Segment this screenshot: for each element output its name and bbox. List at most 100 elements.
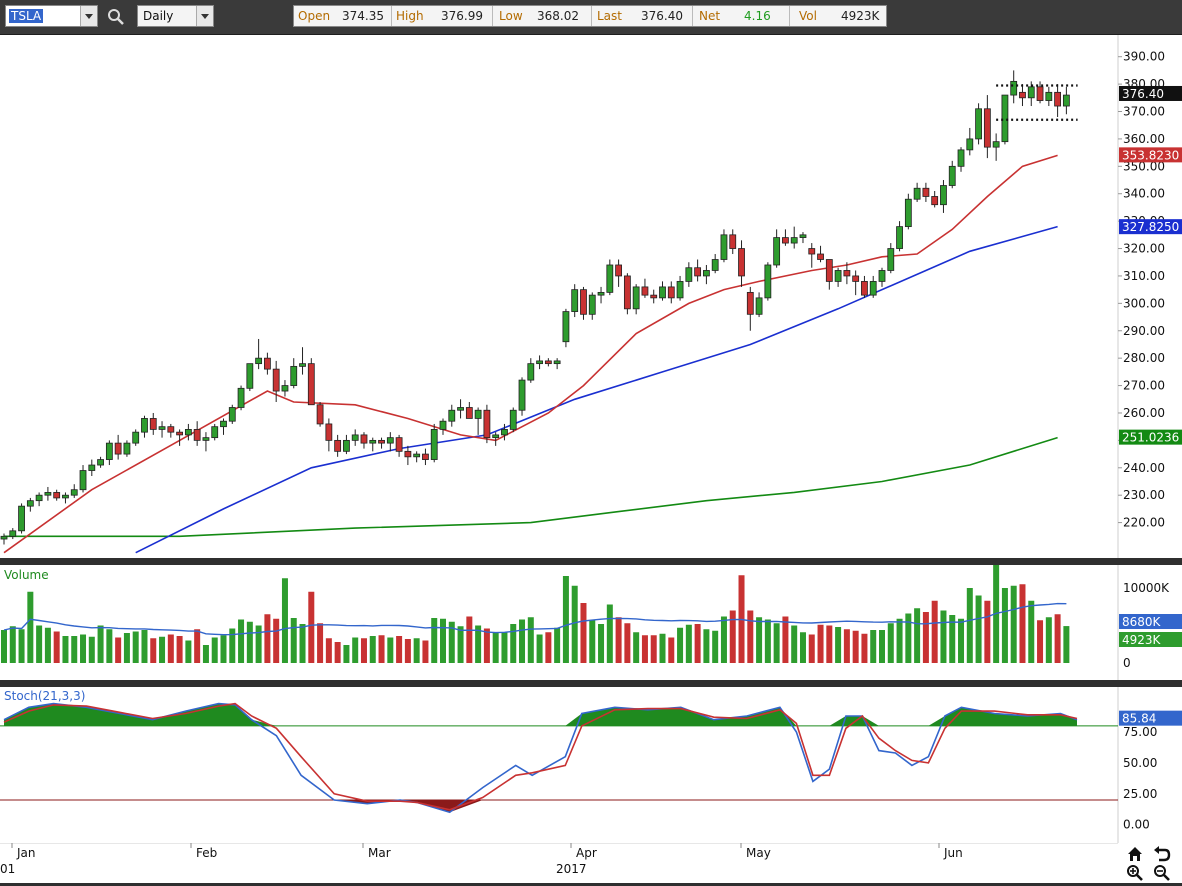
candle-body [527,363,535,381]
price-tick-label: 230.00 [1123,488,1165,502]
home-icon[interactable] [1126,845,1144,863]
volume-bar [624,623,631,663]
volume-bar [264,614,271,663]
volume-bar [448,621,455,663]
candle-body [97,459,104,466]
candle-body [975,108,982,140]
volume-bar [510,624,517,663]
candle-body [1054,91,1061,107]
candle-body [220,420,227,428]
stoch-pane[interactable]: 75.00 50.00 25.00 0.00 85.84 Stoch(21,3,3) [0,687,1182,843]
volume-chart[interactable]: 10000K 0 8680K 4923K [0,556,1182,680]
candle-body [729,234,737,249]
volume-title: Volume [4,568,49,582]
volume-avg-tag-bg [1119,614,1182,629]
volume-bar [843,629,850,663]
zoom-out-icon[interactable] [1153,864,1171,882]
candle-body [492,434,500,439]
candle-body [62,494,69,499]
undo-icon[interactable] [1153,845,1171,863]
vol-value: 4923K [841,9,880,23]
volume-bar [238,619,245,663]
volume-bar [536,634,543,663]
stoch-tick-label: 50.00 [1123,756,1157,770]
time-tick-label: May [746,846,771,860]
candle-body [0,535,8,540]
period-select[interactable]: Daily [137,5,214,27]
candle-body [413,453,421,458]
candle-body [922,187,930,197]
price-tick-label: 260.00 [1123,406,1165,420]
candle-body [544,360,552,365]
divider [789,6,790,26]
pane-divider[interactable] [0,558,1182,565]
candle-body [105,442,113,460]
candle-body [1036,86,1044,101]
stoch-chart[interactable]: 75.00 50.00 25.00 0.00 85.84 [0,687,1182,843]
volume-pane[interactable]: 10000K 0 8680K 4923K Volume [0,556,1182,680]
ma-fast-tag: 353.8230 [1122,148,1179,162]
price-pane[interactable]: 390.00380.00370.00360.00350.00340.00330.… [0,35,1182,558]
candle-body [746,291,754,315]
last-price-tag-bg [1119,85,1182,101]
stoch-oversold-fill [4,799,1077,813]
volume-bar [896,618,903,663]
price-tick-label: 290.00 [1123,324,1165,338]
volume-bar [255,625,262,663]
volume-bar [589,620,596,663]
price-chart[interactable]: 390.00380.00370.00360.00350.00340.00330.… [0,35,1182,558]
volume-last-tag-bg [1119,632,1182,647]
year-label: 2017 [556,862,587,876]
volume-avg-line [3,602,1067,636]
open-value: 374.35 [342,9,384,23]
candle-body [571,289,579,312]
search-icon[interactable] [107,8,125,26]
ma-mid-tag-bg [1119,219,1182,235]
volume-bar [308,591,315,663]
symbol-value: TSLA [9,9,44,23]
net-label: Net [699,9,721,23]
candle-body [18,505,25,532]
candle-body [237,387,245,408]
last-value: 376.40 [641,9,683,23]
volume-bar [501,632,508,663]
divider [692,6,693,26]
last-price-tag: 376.40 [1122,87,1164,101]
volume-bar [88,636,95,663]
symbol-dropdown-button[interactable] [80,6,97,26]
symbol-input[interactable]: TSLA [5,5,98,27]
time-axis: Jan Feb Mar Apr May Jun 01 2017 [0,842,1182,883]
volume-bar [887,623,894,663]
volume-bar [835,627,842,663]
quote-bar: Open 374.35 High 376.99 Low 368.02 Last … [293,5,887,27]
candle-body [307,363,315,406]
volume-bar [922,612,929,663]
candle-body [623,275,631,310]
volume-bar [861,633,868,663]
candle-body [123,442,131,455]
volume-bar [1045,617,1052,663]
candle-body [79,470,87,491]
volume-bar [475,625,482,663]
zoom-in-icon[interactable] [1126,864,1144,882]
chevron-down-icon[interactable] [196,6,213,26]
volume-bar [685,624,692,663]
low-label: Low [499,9,523,23]
candle-body [940,185,947,206]
volume-tick-label: 0 [1123,656,1131,670]
candle-body [1027,86,1035,99]
candle-body [422,453,429,460]
volume-bar [106,629,113,663]
volume-bar [115,637,122,663]
volume-bar [562,576,569,663]
volume-bar [229,628,236,663]
candle-body [272,368,280,392]
candle-body [448,409,456,422]
volume-bar [1037,620,1044,663]
candle-body [228,407,236,422]
volume-bar [554,627,561,663]
candle-body [518,379,526,411]
pane-divider[interactable] [0,680,1182,687]
volume-bar [914,608,921,663]
volume-bar [958,618,965,663]
